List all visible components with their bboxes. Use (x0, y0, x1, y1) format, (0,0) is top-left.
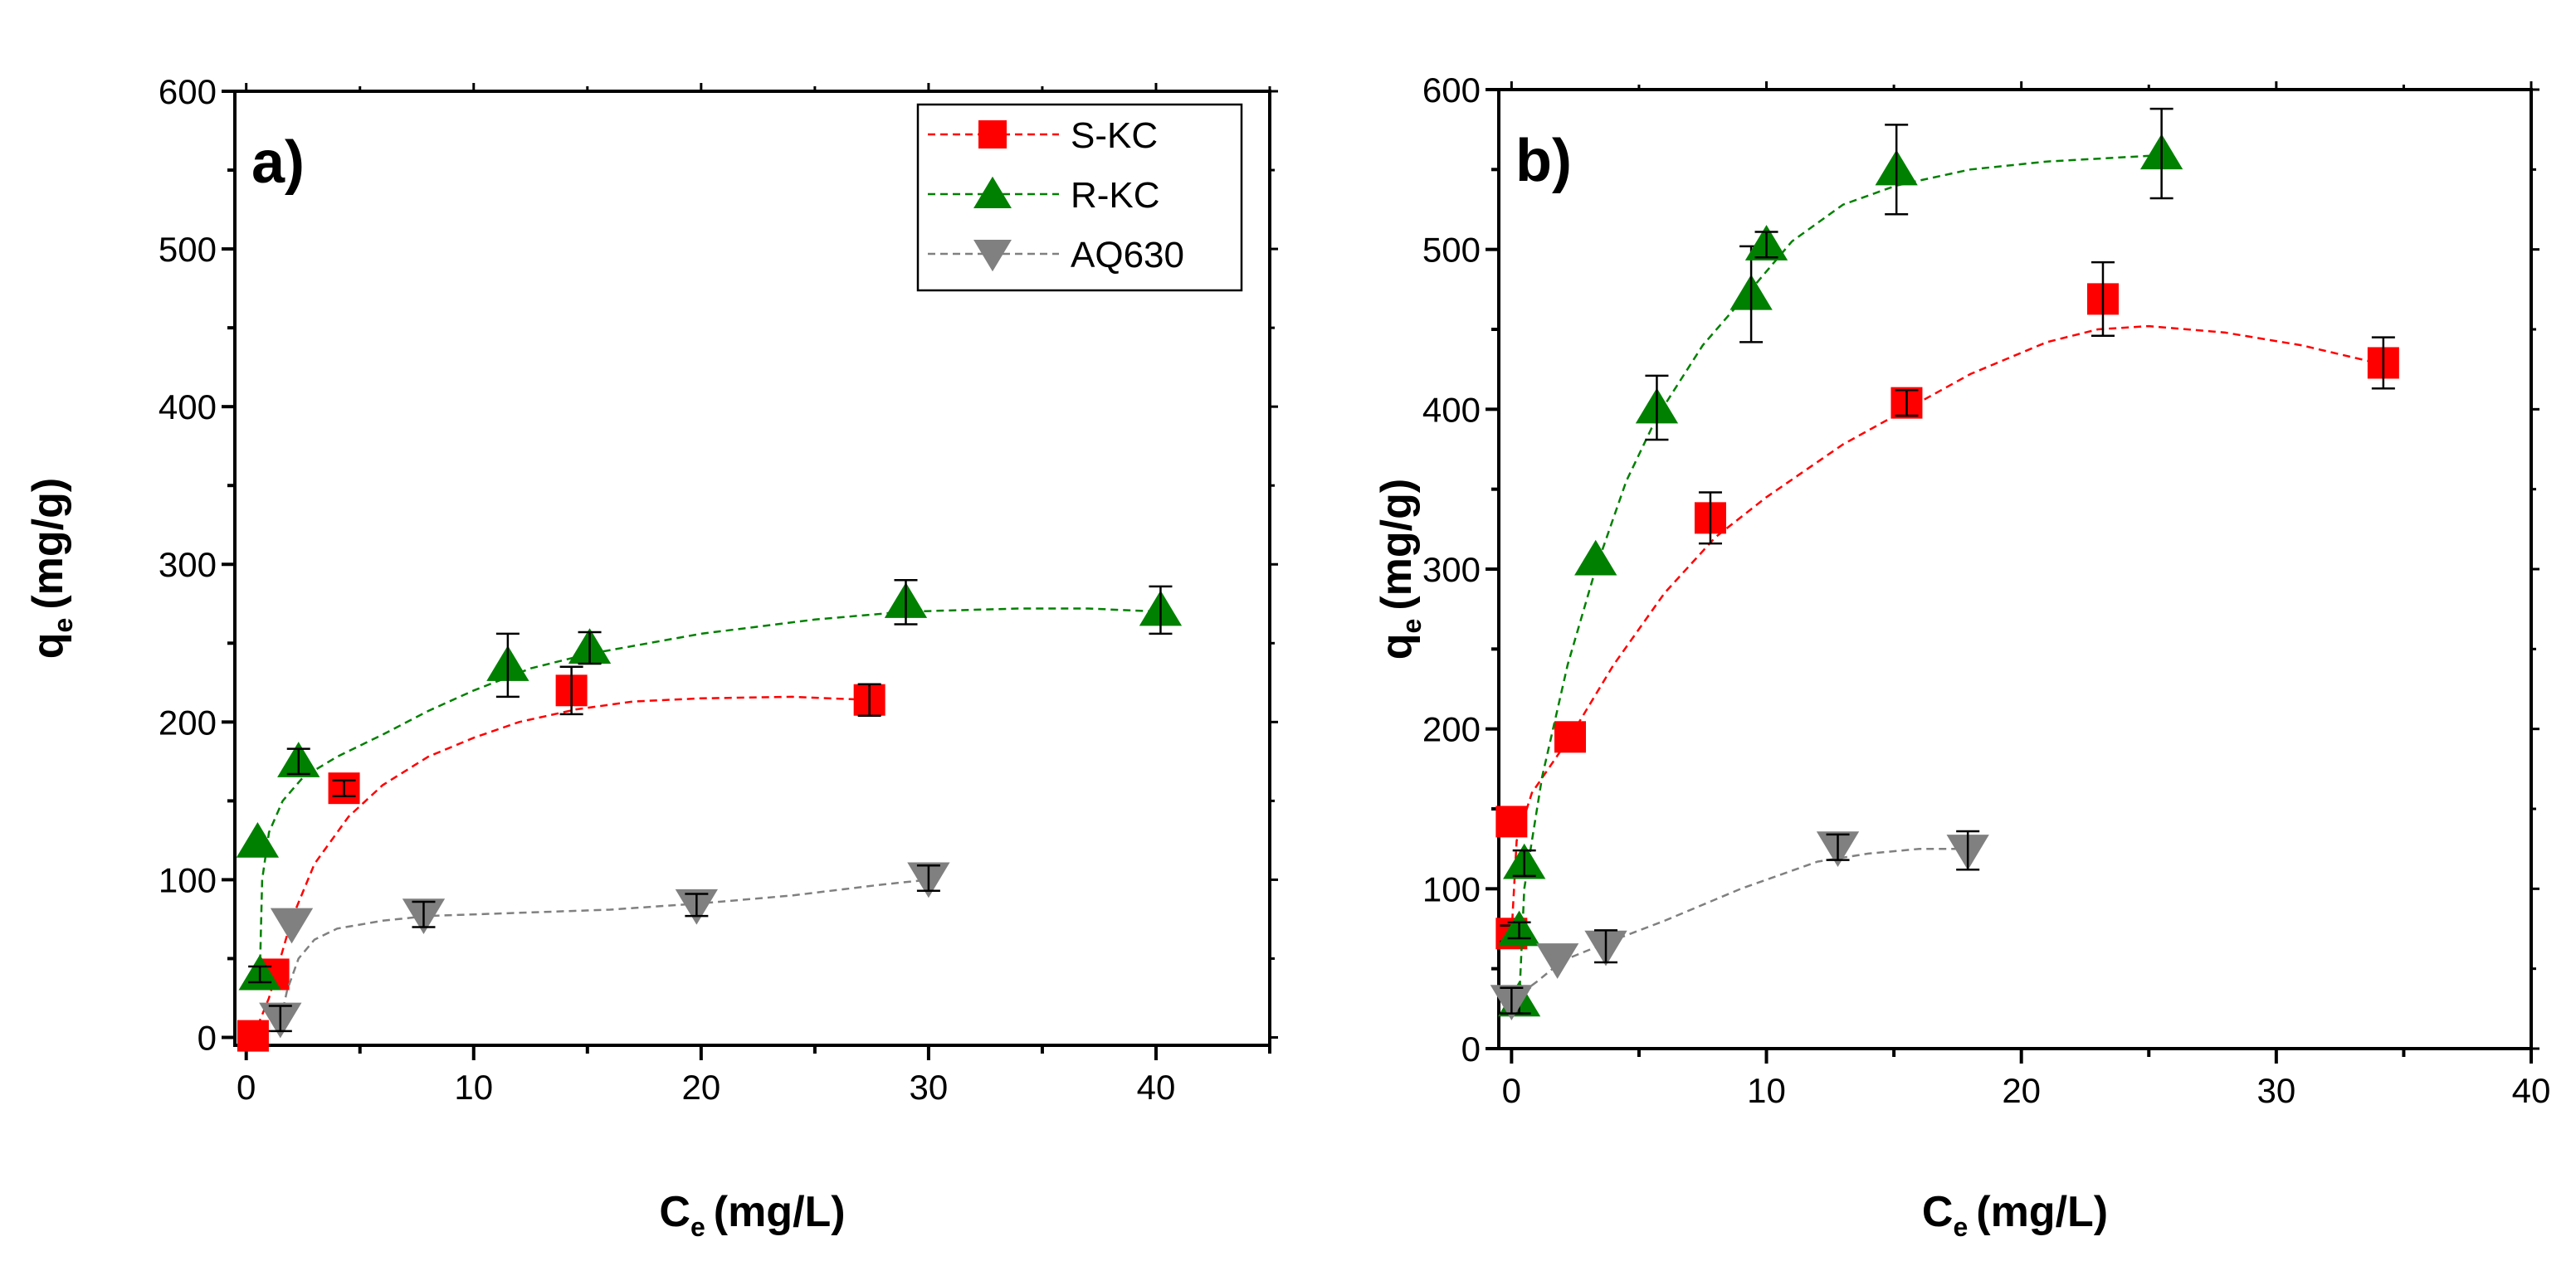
y-tick-label: 500 (1422, 231, 1481, 270)
legend-label: AQ630 (1071, 235, 1184, 275)
x-tick-label: 0 (237, 1068, 256, 1107)
x-tick-label: 40 (1137, 1068, 1176, 1107)
x-tick-label: 20 (2002, 1071, 2041, 1110)
legend-item-s-kc: S-KC (928, 115, 1158, 156)
plot-frame (233, 90, 1271, 1047)
x-tick-label: 40 (2512, 1071, 2551, 1110)
series-s-kc (237, 665, 886, 1052)
legend-marker (973, 240, 1012, 272)
x-tick-label: 0 (1502, 1071, 1521, 1110)
legend-label: R-KC (1071, 175, 1160, 216)
data-point (270, 908, 314, 944)
y-tick-label: 600 (1422, 71, 1481, 110)
series-aq630 (1490, 830, 1989, 1020)
legend-marker (973, 176, 1012, 208)
y-tick-label: 600 (159, 72, 217, 111)
x-tick-label: 20 (681, 1068, 720, 1107)
panel-label: a) (251, 129, 305, 196)
y-tick-label: 400 (159, 387, 217, 426)
data-point (1554, 721, 1587, 753)
y-tick-label: 100 (159, 860, 217, 899)
legend: S-KC R-KC AQ630 (916, 103, 1243, 292)
data-point (1535, 943, 1579, 979)
data-point (1574, 539, 1617, 576)
fit-curve (1510, 847, 1969, 1002)
y-tick-label: 100 (1422, 869, 1481, 908)
legend-label: S-KC (1071, 115, 1158, 156)
panel-label: b) (1515, 128, 1572, 194)
x-tick-label: 10 (1747, 1071, 1786, 1110)
series-r-kc (236, 579, 1183, 991)
x-axis-label: Ce (mg/L) (659, 1188, 845, 1242)
x-axis-label: Ce (mg/L) (1922, 1188, 2108, 1242)
y-axis-label: qe(mg/g) (1373, 479, 1427, 660)
data-point (236, 822, 280, 858)
fit-curve (251, 695, 870, 1038)
x-tick-label: 30 (2256, 1071, 2295, 1110)
panel-a: 0 100 200 300 400 500 600 0 10 20 30 40 Ce (mg/L) qe(m… (24, 72, 1278, 1242)
fit-curve (279, 879, 929, 1022)
series-aq630 (259, 862, 950, 1039)
legend-item-aq630: AQ630 (928, 235, 1184, 275)
plot-frame (1497, 88, 2533, 1050)
series-r-kc (1497, 107, 2183, 1017)
y-tick-label: 200 (159, 703, 217, 742)
data-point (237, 1020, 269, 1052)
legend-item-r-kc: R-KC (928, 175, 1160, 216)
series-s-kc (1495, 260, 2399, 950)
y-tick-label: 0 (1461, 1030, 1481, 1069)
y-tick-label: 200 (1422, 710, 1481, 749)
y-tick-label: 300 (1422, 550, 1481, 589)
legend-marker (978, 120, 1007, 148)
panel-b: 0 100 200 300 400 500 600 0 10 20 30 40 Ce (mg/L) qe(m… (1373, 71, 2550, 1242)
y-tick-label: 0 (198, 1018, 217, 1057)
y-tick-label: 300 (159, 545, 217, 584)
fit-curve (1510, 324, 2384, 934)
y-axis-label: qe(mg/g) (24, 478, 78, 659)
data-point (1495, 806, 1528, 838)
fit-curve (258, 607, 1161, 975)
x-tick-label: 10 (454, 1068, 493, 1107)
y-tick-label: 500 (159, 230, 217, 269)
fit-curve (1518, 153, 2162, 1001)
x-tick-label: 30 (910, 1068, 949, 1107)
y-tick-label: 400 (1422, 390, 1481, 429)
legend-box (916, 103, 1243, 292)
